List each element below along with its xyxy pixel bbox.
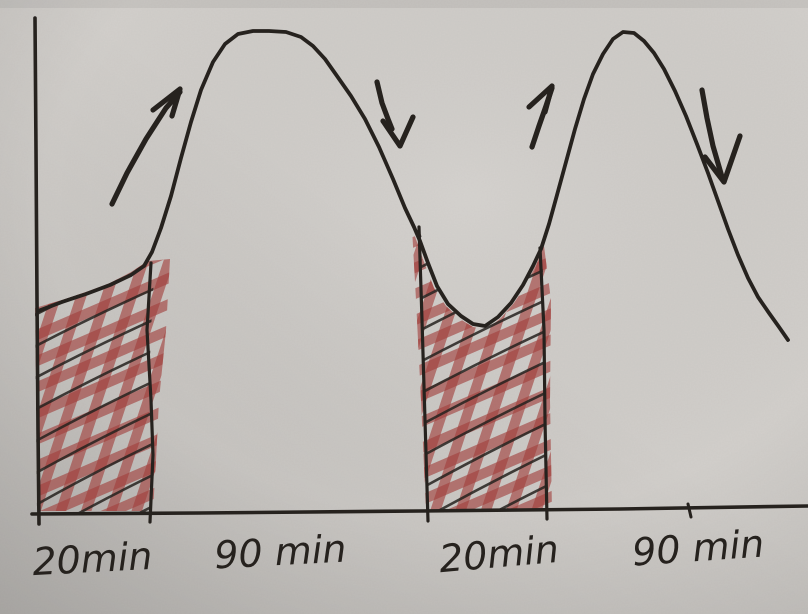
arrow-up-1-shaft (109, 89, 183, 207)
pen-hatch-lines-stroke (35, 261, 155, 418)
pen-hatch-lines-stroke (35, 280, 155, 443)
x-axis-label-90min-1: 90 min (213, 527, 347, 578)
x-axis-label-20min-1: 20min (31, 534, 153, 584)
photo-top-edge-shadow (0, 0, 808, 8)
pen-hatch-lines-stroke (419, 255, 547, 433)
pen-hatch-lines-stroke (35, 380, 155, 512)
pen-hatch-lines-stroke (35, 330, 155, 493)
marker-hatch-shallow-stroke (35, 259, 170, 397)
region-2-right-border (538, 246, 549, 521)
arrow-down-1-head (380, 114, 416, 149)
marker-hatch-steep-stroke (35, 259, 120, 511)
pen-hatch-lines-stroke (35, 405, 155, 512)
x-axis-label-90min-2: 90 min (631, 521, 766, 574)
marker-hatch-shallow-stroke (412, 308, 552, 475)
pen-hatch-lines-stroke (419, 330, 547, 508)
arrow-down-2-head (702, 133, 743, 185)
marker-hatch-steep-stroke (85, 259, 170, 511)
region-1-right-border (145, 261, 155, 524)
marker-hatch-shallow-stroke (412, 242, 552, 409)
marker-hatch-shallow-stroke (412, 374, 552, 511)
marker-hatch-shallow-stroke (35, 373, 170, 511)
marker-hatch-shallow-stroke (35, 307, 170, 463)
marker-hatch-shallow-stroke (35, 263, 170, 419)
marker-hatch-steep-stroke (62, 259, 170, 511)
wave-curve (36, 29, 790, 342)
pen-stroke-layer (30, 16, 808, 526)
x-axis-label-20min-2: 20min (437, 527, 560, 581)
y-axis-line (33, 16, 41, 526)
arrow-up-2-head (526, 83, 555, 115)
marker-hatch-shallow-stroke (412, 352, 552, 511)
x-axis-line (30, 504, 808, 516)
x-axis-tick (686, 502, 693, 519)
arrow-up-1-head (150, 86, 183, 119)
arrow-down-2-shaft (699, 87, 725, 180)
pen-hatch-lines-stroke (35, 355, 155, 512)
x-axis-labels: 20min 90 min 20min 90 min (31, 521, 765, 584)
pen-hatch-lines-stroke (419, 380, 547, 511)
arrow-down-1-shaft (374, 79, 395, 132)
marker-hatch-shallow-stroke (35, 395, 170, 511)
pen-hatch-lines-stroke (419, 355, 547, 511)
marker-hatch-shallow-stroke (412, 264, 552, 431)
pen-hatch-lines-stroke (419, 305, 547, 483)
marker-hatch-shallow-stroke (35, 285, 170, 441)
marker-hatch-steep-stroke (460, 228, 552, 511)
pen-hatch-lines-stroke (419, 405, 547, 511)
marker-hatch-shallow-stroke (35, 329, 170, 485)
marker-hatch-shallow-stroke (412, 418, 552, 511)
region-2-left-border (417, 225, 430, 523)
marker-hatch-shallow-stroke (412, 286, 552, 453)
pen-hatch-lines-stroke (419, 280, 547, 458)
marker-hatch-shallow-stroke (412, 396, 552, 511)
pen-hatch-lines-stroke (35, 305, 155, 468)
